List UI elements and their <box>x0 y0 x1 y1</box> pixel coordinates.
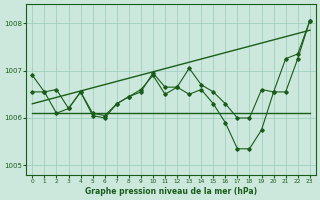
X-axis label: Graphe pression niveau de la mer (hPa): Graphe pression niveau de la mer (hPa) <box>85 187 257 196</box>
